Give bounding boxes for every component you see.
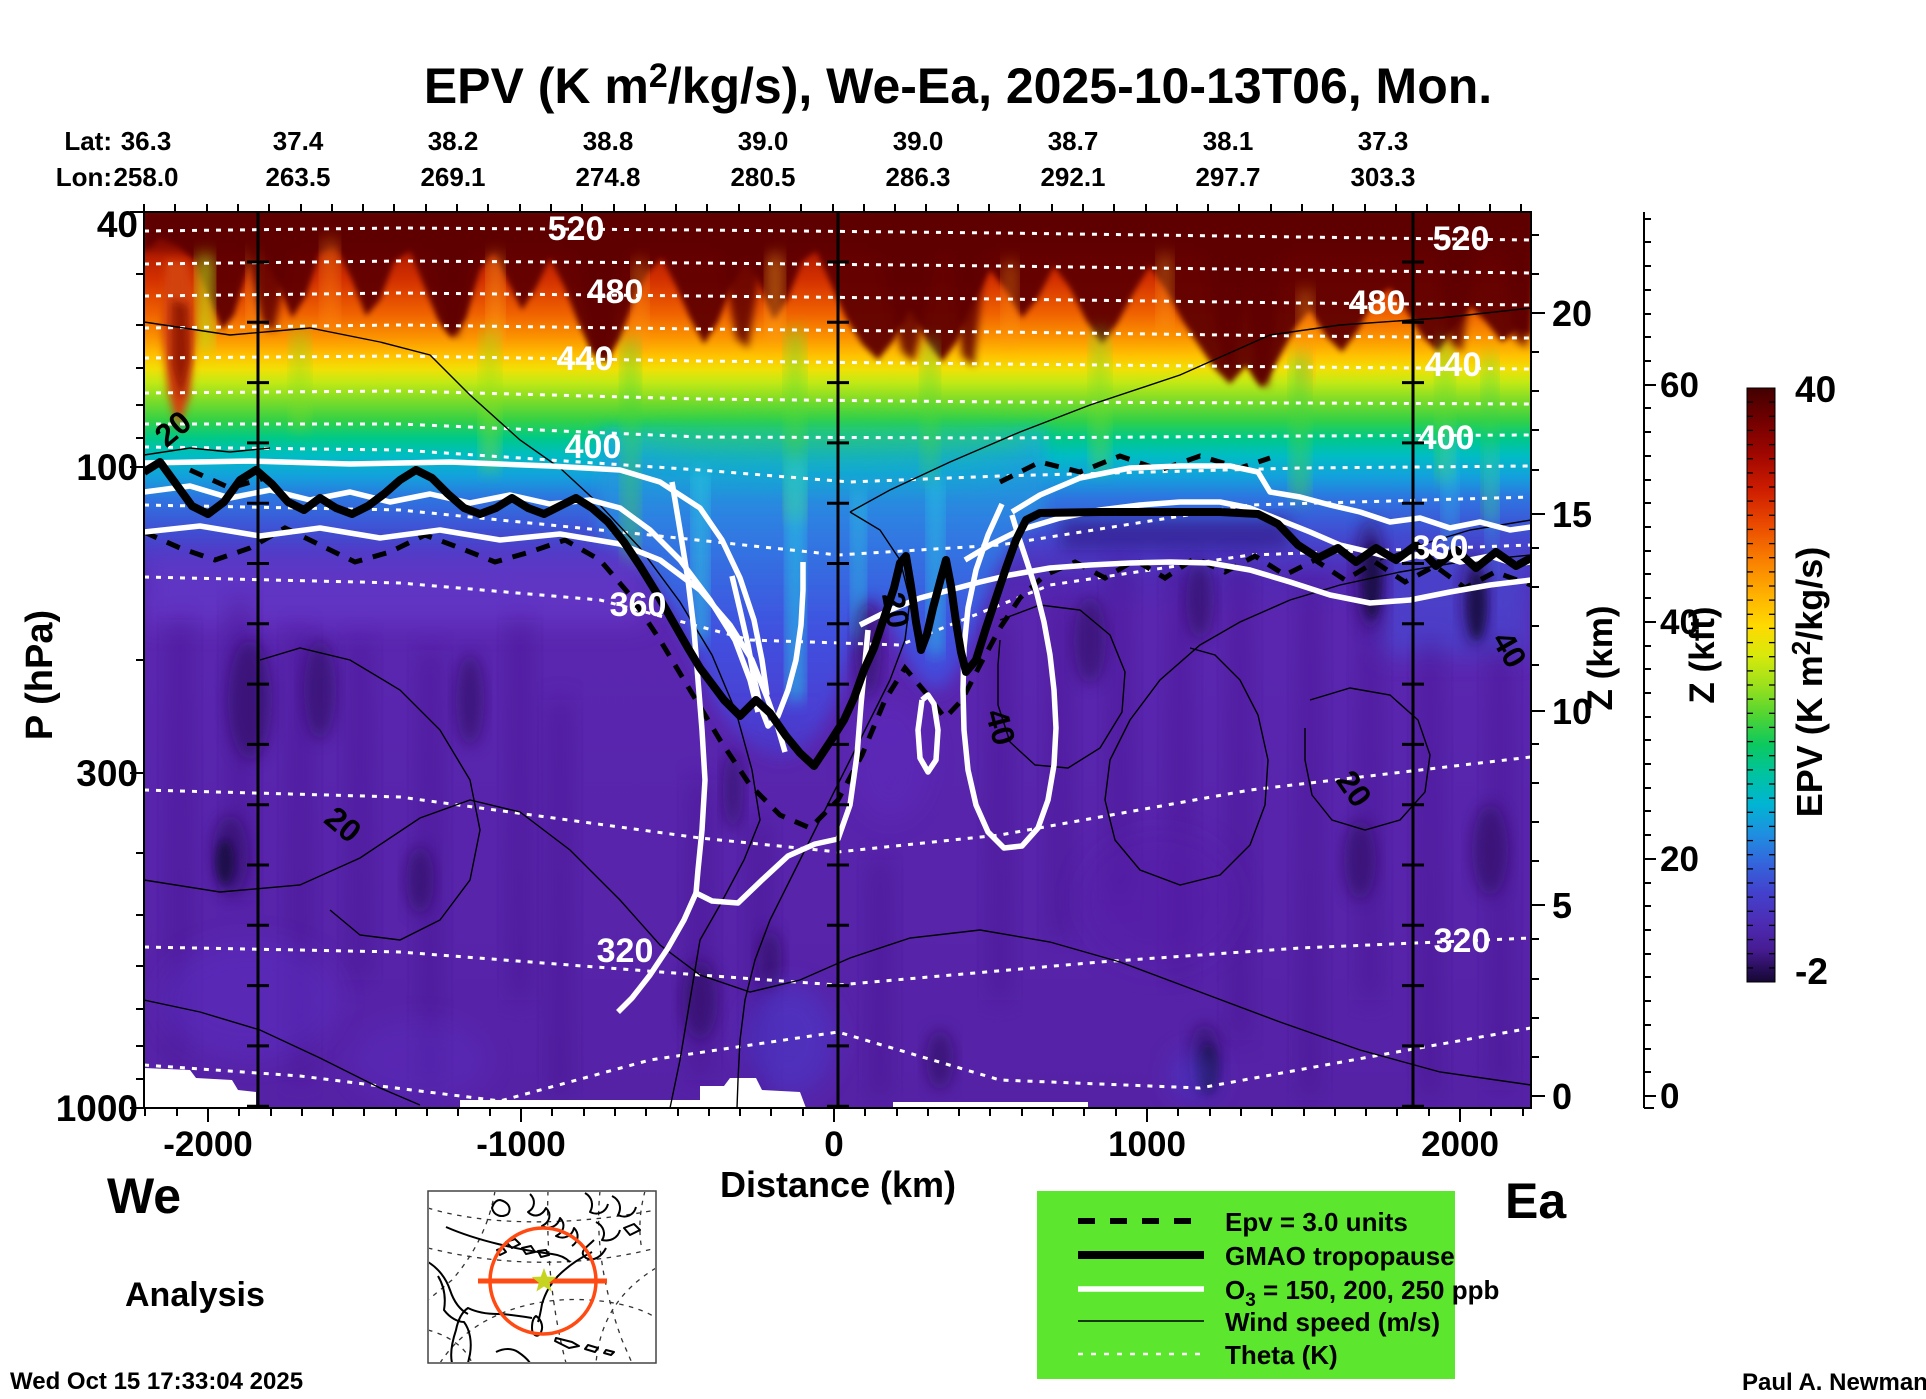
- svg-text:38.1: 38.1: [1203, 126, 1254, 156]
- svg-text:EPV (K m2/kg/s), We-Ea, 2025-1: EPV (K m2/kg/s), We-Ea, 2025-10-13T06, M…: [424, 57, 1492, 114]
- svg-text:400: 400: [1418, 419, 1475, 457]
- svg-text:274.8: 274.8: [575, 162, 640, 192]
- svg-text:Z (km): Z (km): [1581, 606, 1620, 711]
- svg-text:-2000: -2000: [163, 1125, 253, 1164]
- svg-text:-1000: -1000: [476, 1125, 566, 1164]
- svg-text:263.5: 263.5: [265, 162, 330, 192]
- svg-text:320: 320: [597, 932, 654, 970]
- svg-text:37.4: 37.4: [273, 126, 324, 156]
- svg-text:-2: -2: [1795, 951, 1828, 992]
- svg-text:Paul A. Newman (NASA: Paul A. Newman (NASA: [1742, 1369, 1926, 1394]
- svg-text:39.0: 39.0: [893, 126, 944, 156]
- svg-text:20: 20: [875, 589, 917, 630]
- svg-text:440: 440: [1425, 346, 1482, 384]
- svg-text:0: 0: [1660, 1077, 1679, 1116]
- svg-text:360: 360: [610, 586, 667, 624]
- svg-text:36.3: 36.3: [121, 126, 172, 156]
- svg-text:100: 100: [76, 447, 138, 488]
- svg-text:37.3: 37.3: [1358, 126, 1409, 156]
- svg-text:Epv = 3.0 units: Epv = 3.0 units: [1225, 1207, 1408, 1237]
- svg-text:480: 480: [587, 273, 644, 311]
- svg-text:We: We: [107, 1168, 181, 1224]
- svg-text:0: 0: [1552, 1076, 1572, 1117]
- svg-text:P (hPa): P (hPa): [19, 610, 61, 740]
- svg-text:Wed Oct 15 17:33:04 2025: Wed Oct 15 17:33:04 2025: [10, 1368, 303, 1394]
- svg-text:297.7: 297.7: [1195, 162, 1260, 192]
- svg-text:269.1: 269.1: [420, 162, 485, 192]
- svg-text:Z (kft): Z (kft): [1683, 606, 1722, 703]
- svg-text:Wind speed (m/s): Wind speed (m/s): [1225, 1307, 1440, 1337]
- svg-text:520: 520: [548, 210, 605, 248]
- svg-text:39.0: 39.0: [738, 126, 789, 156]
- svg-text:20: 20: [1552, 293, 1592, 334]
- svg-text:Analysis: Analysis: [125, 1276, 265, 1314]
- svg-text:1000: 1000: [1108, 1125, 1186, 1164]
- svg-text:360: 360: [1412, 529, 1469, 567]
- svg-text:320: 320: [1434, 922, 1491, 960]
- svg-text:40: 40: [1795, 369, 1836, 410]
- svg-text:60: 60: [1660, 366, 1699, 405]
- svg-text:38.8: 38.8: [583, 126, 634, 156]
- svg-text:40: 40: [97, 204, 138, 245]
- svg-text:GMAO tropopause: GMAO tropopause: [1225, 1241, 1455, 1271]
- svg-text:400: 400: [565, 428, 622, 466]
- svg-text:Theta (K): Theta (K): [1225, 1340, 1338, 1370]
- svg-text:Lat:: Lat:: [64, 126, 112, 156]
- svg-text:292.1: 292.1: [1040, 162, 1105, 192]
- svg-text:520: 520: [1433, 220, 1490, 258]
- svg-text:38.7: 38.7: [1048, 126, 1099, 156]
- svg-text:10: 10: [1552, 691, 1592, 732]
- svg-text:40: 40: [1660, 603, 1699, 642]
- svg-text:EPV (K m2/kg/s): EPV (K m2/kg/s): [1786, 547, 1830, 818]
- svg-text:20: 20: [1660, 840, 1699, 879]
- svg-text:280.5: 280.5: [730, 162, 795, 192]
- svg-text:Distance (km): Distance (km): [720, 1164, 956, 1205]
- svg-text:Ea: Ea: [1505, 1173, 1567, 1229]
- svg-text:Lon:: Lon:: [56, 162, 112, 192]
- svg-text:480: 480: [1349, 284, 1406, 322]
- svg-text:303.3: 303.3: [1350, 162, 1415, 192]
- svg-text:15: 15: [1552, 494, 1592, 535]
- svg-text:0: 0: [824, 1125, 843, 1164]
- svg-text:1000: 1000: [56, 1088, 138, 1129]
- svg-text:440: 440: [557, 340, 614, 378]
- svg-text:286.3: 286.3: [885, 162, 950, 192]
- svg-text:2000: 2000: [1421, 1125, 1499, 1164]
- svg-text:300: 300: [76, 753, 138, 794]
- svg-text:5: 5: [1552, 885, 1572, 926]
- svg-text:258.0: 258.0: [113, 162, 178, 192]
- svg-text:38.2: 38.2: [428, 126, 479, 156]
